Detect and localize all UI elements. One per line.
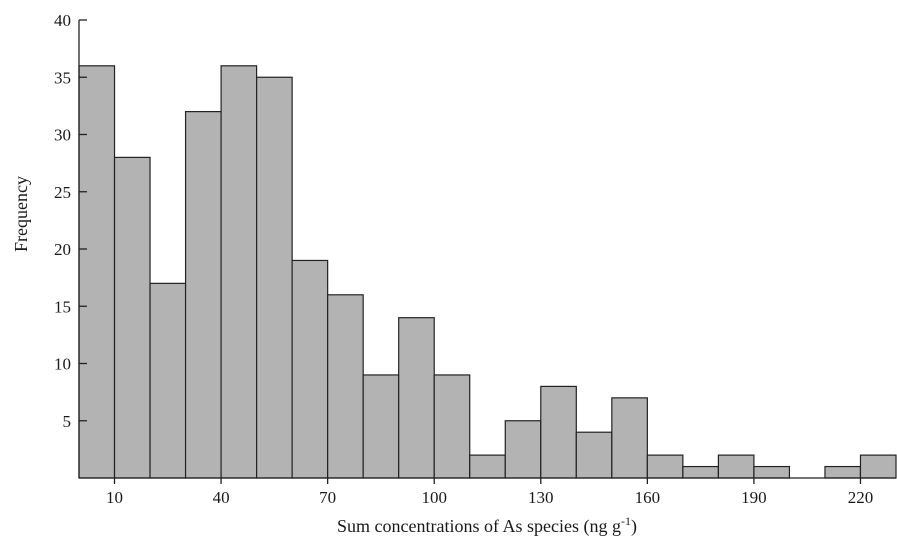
x-tick-label: 70 [319,488,336,507]
histogram-bar [78,65,116,479]
y-tick-label: 35 [54,68,71,87]
histogram-bar [220,65,258,479]
bars-group [78,65,897,479]
x-axis-title-end: ) [631,516,637,537]
y-tick-label: 10 [54,355,71,374]
y-tick-label: 15 [54,297,71,316]
histogram-bar [184,110,222,479]
histogram-bar [575,431,613,479]
histogram-bar [682,465,719,479]
x-axis-title-superscript: -1 [621,514,631,528]
x-tick-label: 100 [421,488,447,507]
x-ticks-group: 10 40 70 100 130 160 190 220 [106,478,873,507]
x-tick-label: 130 [528,488,554,507]
y-ticks-group: 5 10 15 20 25 30 35 40 [54,11,87,431]
histogram-bar [256,76,293,479]
x-tick-label: 40 [213,488,230,507]
histogram-bar [611,397,648,479]
histogram-bar [398,317,435,479]
y-tick-label: 5 [63,412,72,431]
histogram-bar [859,454,897,479]
histogram-bar [646,454,684,479]
x-tick-label: 220 [848,488,874,507]
y-tick-label: 30 [54,126,71,145]
histogram-bar [717,454,755,479]
x-axis-title: Sum concentrations of As species (ng g-1… [337,514,637,537]
histogram-bar [327,294,364,479]
histogram-bar [753,465,791,479]
y-tick-label: 25 [54,183,71,202]
x-tick-label: 10 [106,488,123,507]
histogram-bar [149,282,187,479]
y-tick-label: 20 [54,240,71,259]
histogram-bar [291,259,329,479]
x-tick-label: 190 [741,488,767,507]
histogram-bar [504,420,542,479]
histogram-bar [824,465,862,479]
y-axis-title: Frequency [11,176,31,252]
histogram-bar [113,156,151,479]
histogram-bar [540,385,577,479]
histogram-bar [362,374,400,479]
x-tick-label: 160 [635,488,661,507]
y-tick-label: 40 [54,11,71,30]
x-axis-title-main: Sum concentrations of As species (ng g [337,516,621,537]
histogram-bar [469,454,506,479]
histogram-bar [433,374,471,479]
